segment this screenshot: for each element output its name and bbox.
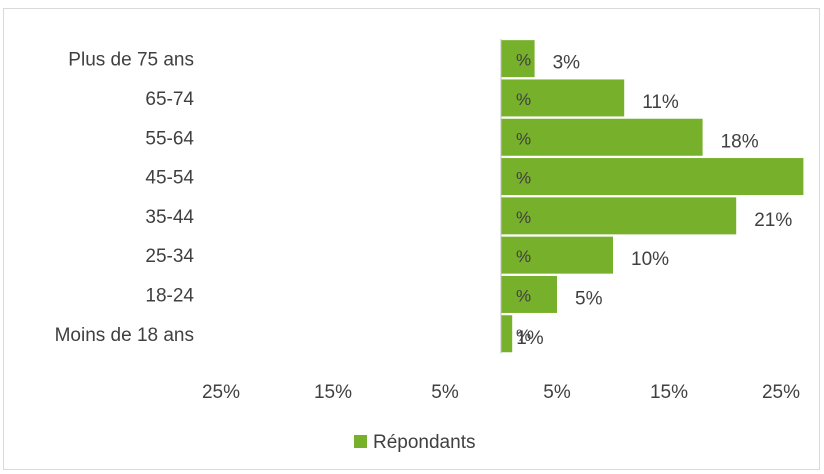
category-label-18-24: 18-24 xyxy=(145,285,194,306)
category-label-25-34: 25-34 xyxy=(145,246,194,267)
category-label-plus-de-75-ans: Plus de 75 ans xyxy=(68,50,194,71)
x-axis-ticks: 25% 15% 5% 5% 15% 25% xyxy=(202,382,800,403)
legend-swatch xyxy=(354,435,367,448)
chart-frame: Plus de 75 ans% 3% 65-74% 11% 55-64% 18% 45-54… xyxy=(3,8,820,470)
inbar-label-18-24: % xyxy=(516,286,531,305)
category-label-35-44: 35-44 xyxy=(145,207,194,228)
x-tick-label-0: 25% xyxy=(202,382,240,403)
category-label-45-54: 45-54 xyxy=(145,168,194,189)
bar-65-74 xyxy=(501,79,625,117)
bar-18-24 xyxy=(501,275,557,313)
bar-plus-de-75-ans xyxy=(501,40,535,78)
value-label-55-64: 18% xyxy=(721,131,759,152)
value-label-65-74: 11% xyxy=(642,92,679,113)
x-tick-label-4: 15% xyxy=(650,382,688,403)
bar-35-44 xyxy=(501,197,737,235)
inbar-label-55-64: % xyxy=(516,129,531,148)
bar-45-54 xyxy=(501,158,804,196)
category-label-moins-de-18-ans: Moins de 18 ans xyxy=(55,325,194,346)
category-label-55-64: 55-64 xyxy=(145,128,194,149)
inbar-label-plus-de-75-ans: % xyxy=(516,51,531,70)
inbar-label-45-54: % xyxy=(516,169,531,188)
bar-55-64 xyxy=(501,118,703,156)
bars-layer xyxy=(501,40,804,353)
inbar-label-35-44: % xyxy=(516,208,531,227)
value-label-18-24: 5% xyxy=(575,288,603,309)
x-tick-label-3: 5% xyxy=(543,382,571,403)
legend-label: Répondants xyxy=(373,432,475,453)
value-label-25-34: 10% xyxy=(631,249,669,270)
x-tick-label-1: 15% xyxy=(314,382,352,403)
labels-layer: Plus de 75 ans% 3% 65-74% 11% 55-64% 18% 45-54… xyxy=(55,50,793,349)
bar-moins-de-18-ans xyxy=(501,315,513,353)
value-label-35-44: 21% xyxy=(754,210,792,231)
inbar-label-moins-de-18-ans: % xyxy=(516,326,531,345)
value-label-moins-de-18-ans: 1% xyxy=(516,328,544,349)
inbar-label-25-34: % xyxy=(516,247,531,266)
x-tick-label-2: 5% xyxy=(431,382,459,403)
category-label-65-74: 65-74 xyxy=(145,89,194,110)
legend: Répondants xyxy=(354,432,475,453)
bar-25-34 xyxy=(501,236,613,274)
x-tick-label-5: 25% xyxy=(762,382,800,403)
value-label-plus-de-75-ans: 3% xyxy=(553,53,581,74)
population-pyramid-chart: Plus de 75 ans% 3% 65-74% 11% 55-64% 18% 45-54… xyxy=(55,39,804,453)
inbar-label-65-74: % xyxy=(516,90,531,109)
